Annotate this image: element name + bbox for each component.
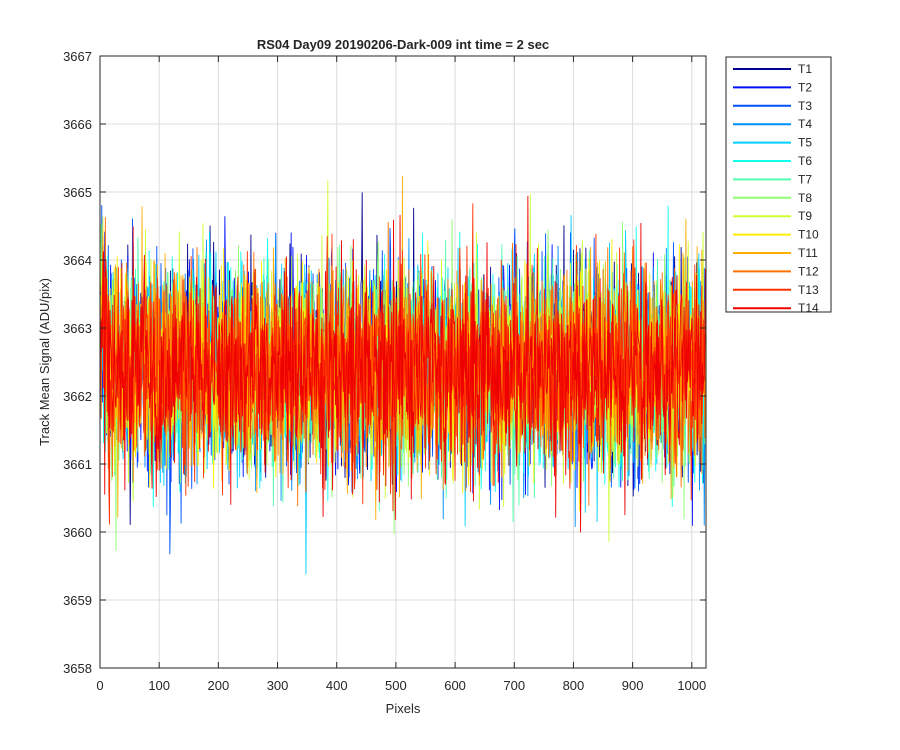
y-tick-label: 3660 [63,525,92,540]
x-tick-labels: 0 100 200 300 400 500 600 700 800 900 1000 [96,678,706,693]
y-axis-label: Track Mean Signal (ADU/pix) [37,278,52,446]
series-line-t14 [99,195,707,533]
x-axis-label: Pixels [386,701,421,716]
legend-label-t11: T11 [798,246,818,260]
y-tick-label: 3663 [63,321,92,336]
axis-ticks [99,55,706,669]
legend-label-t7: T7 [798,172,812,186]
x-tick-label: 500 [385,678,407,693]
legend-label-t14: T14 [798,301,819,315]
y-tick-label: 3665 [63,185,92,200]
x-tick-label: 100 [148,678,170,693]
y-tick-label: 3666 [63,117,92,132]
legend-label-t3: T3 [798,99,812,113]
legend-box [725,56,832,313]
legend: T1 T2 T3 T4 T5 T6 T7 T8 T9 T10 T11 T12 T13 T14 [725,56,832,315]
x-tick-label: 600 [444,678,466,693]
y-tick-label: 3659 [63,593,92,608]
x-tick-label: 200 [208,678,230,693]
y-tick-label: 3667 [63,49,92,64]
legend-label-t4: T4 [798,117,812,131]
chart-title: RS04 Day09 20190206-Dark-009 int time = … [257,37,549,52]
data-series [99,175,707,575]
y-tick-label: 3664 [63,253,92,268]
x-tick-label: 300 [267,678,289,693]
x-tick-label: 400 [326,678,348,693]
x-tick-label: 900 [622,678,644,693]
x-tick-label: 800 [563,678,585,693]
x-tick-label: 0 [96,678,103,693]
y-tick-label: 3662 [63,389,92,404]
legend-label-t13: T13 [798,283,819,297]
legend-label-t5: T5 [798,136,812,150]
x-tick-label: 700 [503,678,525,693]
legend-label-t1: T1 [798,62,812,76]
legend-label-t10: T10 [798,228,819,242]
x-tick-label: 1000 [677,678,706,693]
legend-label-t8: T8 [798,191,812,205]
legend-label-t12: T12 [798,264,819,278]
legend-label-t6: T6 [798,154,812,168]
y-tick-label: 3661 [63,457,92,472]
y-tick-labels: 3658 3659 3660 3661 3662 3663 3664 3665 3666 3667 [63,49,92,676]
axes-box [99,55,707,669]
legend-label-t2: T2 [798,80,812,94]
legend-label-t9: T9 [798,209,812,223]
y-tick-label: 3658 [63,661,92,676]
